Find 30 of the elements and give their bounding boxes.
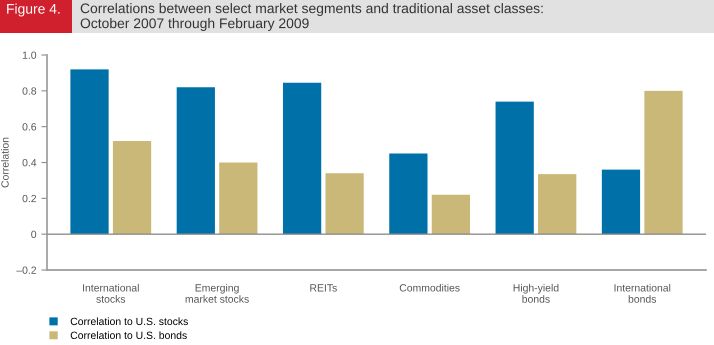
caption: Figure 4.: [7, 4, 60, 16]
y-tick-label: 0.8: [22, 87, 36, 95]
x-tick-label: Commodities: [400, 284, 460, 292]
x-tick-label: High-yield bonds: [514, 284, 558, 303]
legend-label: Correlation to U.S. bonds: [70, 331, 187, 340]
x-tick-label: Emerging market stocks: [186, 284, 249, 303]
bar: [282, 82, 322, 234]
y-tick-label: 0.6: [22, 123, 36, 131]
bar: [219, 162, 258, 234]
y-tick-label: 0.2: [22, 194, 36, 202]
chart-title: Correlations between select market segments and traditional asset classes: October 2007 through February 2009: [80, 3, 543, 31]
y-axis-title: Correlation: [1, 138, 9, 188]
bar: [325, 173, 364, 234]
x-tick-label: International stocks: [83, 284, 139, 303]
legend-label: Correlation to U.S. stocks: [70, 317, 188, 326]
bar: [176, 87, 215, 234]
bar: [644, 90, 683, 234]
y-tick-label: 1.0: [22, 52, 36, 59]
x-tick-label: REITs: [310, 284, 337, 292]
bar: [389, 154, 428, 234]
y-tick-label: –0.2: [16, 266, 36, 274]
y-tick-label: 0: [31, 230, 36, 238]
bar: [432, 194, 470, 234]
y-tick-label: 0.4: [22, 159, 36, 166]
bar: [496, 102, 534, 234]
bar: [112, 141, 152, 234]
bar: [538, 174, 576, 234]
x-tick-label: International bonds: [614, 284, 670, 303]
bar: [70, 69, 109, 234]
bar: [602, 170, 640, 234]
